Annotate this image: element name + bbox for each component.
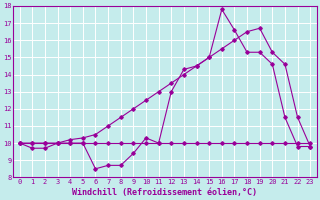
X-axis label: Windchill (Refroidissement éolien,°C): Windchill (Refroidissement éolien,°C) — [72, 188, 258, 197]
